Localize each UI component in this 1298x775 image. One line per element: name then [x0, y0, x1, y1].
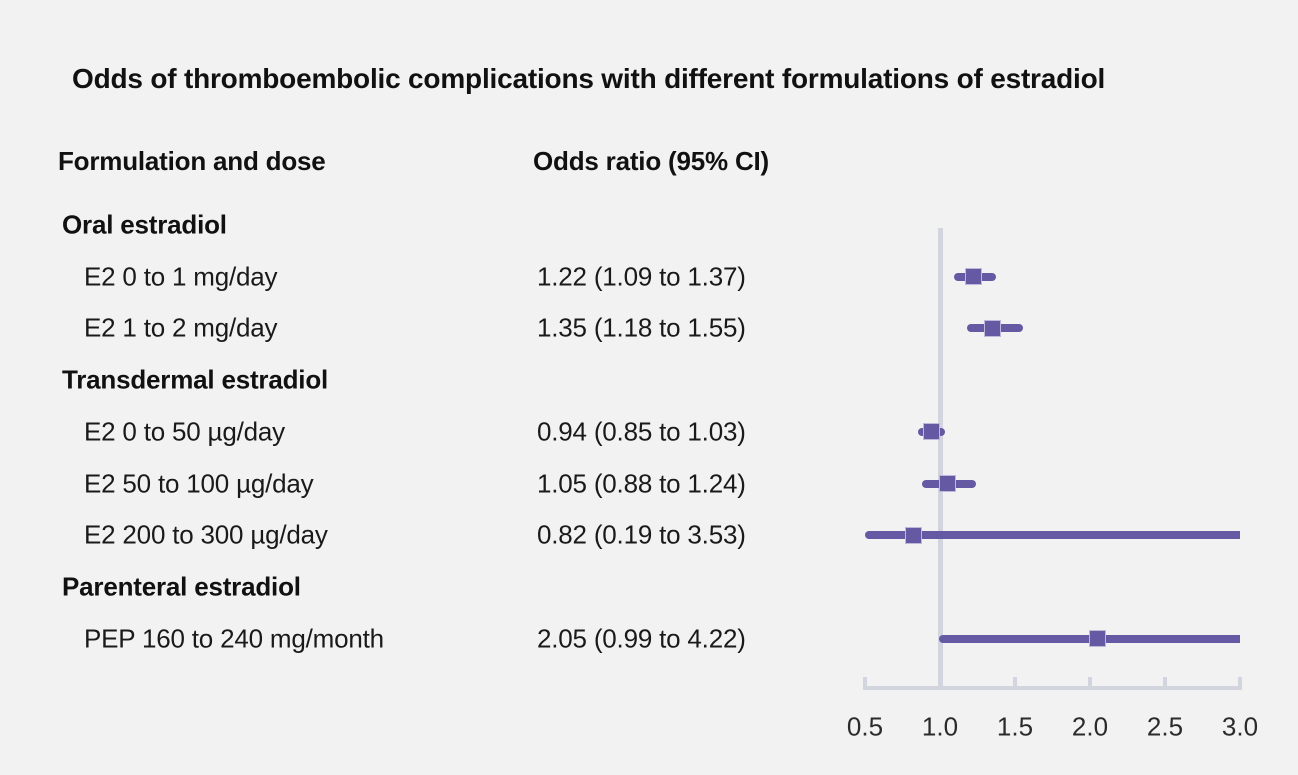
row-item-label: E2 1 to 2 mg/day	[84, 312, 278, 343]
tick-label: 1.0	[921, 711, 959, 742]
row-odds-ratio-value: 1.35 (1.18 to 1.55)	[537, 312, 746, 343]
row-odds-ratio-value: 1.22 (1.09 to 1.37)	[537, 261, 746, 292]
chart-title: Odds of thromboembolic complications wit…	[72, 63, 1106, 94]
row-odds-ratio-value: 2.05 (0.99 to 4.22)	[537, 623, 746, 654]
row-item-label: E2 0 to 50 µg/day	[84, 416, 285, 447]
tick-label: 3.0	[1221, 711, 1259, 742]
row-item-label: E2 50 to 100 µg/day	[84, 468, 314, 498]
axis-tick	[938, 677, 942, 686]
estimate-square	[922, 423, 940, 441]
tick-label: 0.5	[846, 711, 884, 742]
axis-tick	[1163, 677, 1167, 686]
confidence-interval-line	[865, 531, 1240, 540]
row-section-label: Oral estradiol	[62, 209, 227, 240]
axis-tick	[1238, 677, 1242, 686]
reference-line	[937, 228, 943, 690]
row-item-label: E2 200 to 300 µg/day	[84, 519, 328, 550]
estimate-square	[939, 475, 956, 492]
row-odds-ratio-value: 0.82 (0.19 to 3.53)	[537, 519, 746, 550]
row-odds-ratio-value: 1.05 (0.88 to 1.24)	[537, 468, 746, 498]
x-axis	[863, 686, 1242, 690]
row-item-label: E2 0 to 1 mg/day	[84, 261, 278, 292]
estimate-square	[904, 526, 922, 544]
column-header-odds-ratio: Odds ratio (95% CI)	[533, 146, 770, 176]
column-header-formulation: Formulation and dose	[58, 146, 326, 176]
row-item-label: PEP 160 to 240 mg/month	[84, 623, 384, 654]
row-section-label: Parenteral estradiol	[62, 571, 301, 602]
axis-tick	[1088, 677, 1092, 686]
tick-label: 2.0	[1071, 711, 1109, 742]
estimate-square	[1089, 630, 1106, 648]
estimate-square	[984, 319, 1001, 337]
axis-tick	[1013, 677, 1017, 686]
axis-tick	[863, 677, 867, 686]
tick-label: 1.5	[996, 711, 1034, 742]
row-odds-ratio-value: 0.94 (0.85 to 1.03)	[537, 416, 746, 447]
row-section-label: Transdermal estradiol	[62, 364, 329, 395]
estimate-square	[964, 268, 982, 286]
tick-label: 2.5	[1146, 711, 1184, 742]
